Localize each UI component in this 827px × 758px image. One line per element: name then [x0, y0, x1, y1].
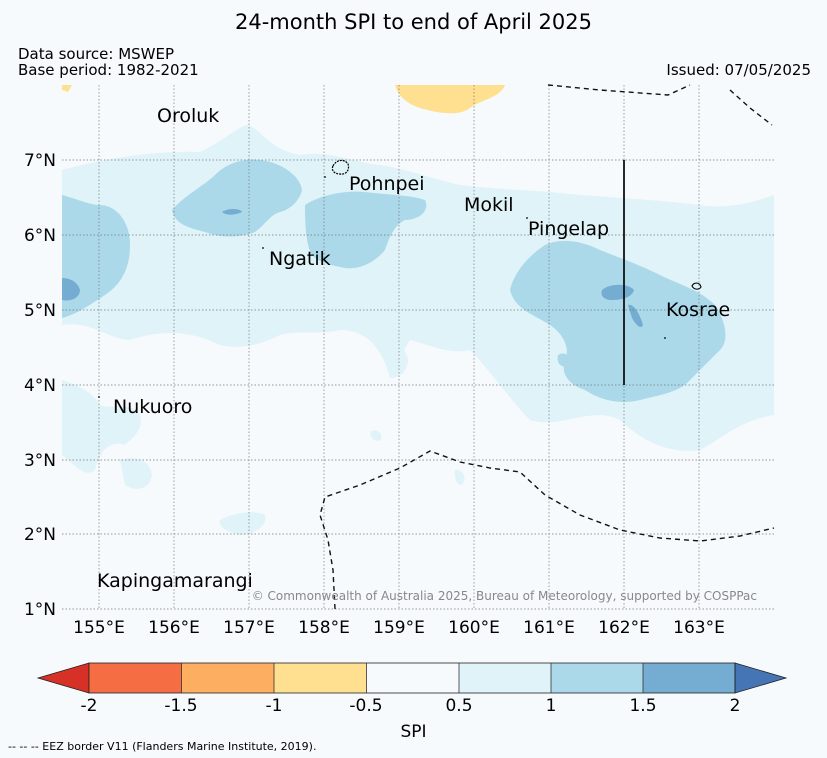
place-mokil: Mokil	[464, 194, 514, 216]
spi-fill-layer	[62, 85, 774, 609]
eez-border	[319, 84, 775, 610]
place-kosrae: Kosrae	[666, 299, 730, 321]
lon-tick: 160°E	[448, 618, 500, 638]
lon-tick: 157°E	[223, 618, 275, 638]
lat-tick: 7°N	[24, 151, 56, 171]
colorbar-tick: 2	[729, 696, 741, 716]
place-pingelap: Pingelap	[528, 218, 609, 240]
colorbar-segment	[274, 663, 367, 693]
issued-date: Issued: 07/05/2025	[666, 61, 811, 79]
place-oroluk: Oroluk	[157, 105, 219, 127]
dry-anomaly-region	[395, 85, 505, 114]
lon-tick: 156°E	[148, 618, 200, 638]
place-nukuoro: Nukuoro	[113, 396, 192, 418]
colorbar-segment	[643, 663, 735, 693]
base-period-text: Base period: 1982-2021	[18, 61, 199, 79]
lat-tick: 4°N	[24, 376, 56, 396]
colorbar-tick: 0.5	[445, 696, 473, 716]
lat-tick: 2°N	[24, 525, 56, 545]
lon-tick: 163°E	[673, 618, 725, 638]
colorbar-extend-low	[36, 662, 90, 694]
colorbar-tick: -1.5	[164, 696, 198, 716]
colorbar-segment	[181, 663, 274, 693]
place-kapingamarangi: Kapingamarangi	[97, 570, 253, 592]
colorbar-segment	[89, 663, 182, 693]
colorbar-segment	[366, 663, 459, 693]
data-source-info: Data source: MSWEP Base period: 1982-202…	[18, 46, 199, 78]
pohnpei-island	[331, 159, 350, 175]
place-pohnpei: Pohnpei	[349, 173, 425, 195]
lat-tick: 3°N	[24, 451, 56, 471]
colorbar-extend-high	[734, 662, 788, 694]
colorbar-segment	[551, 663, 643, 693]
colorbar-tick: -0.5	[349, 696, 383, 716]
copyright-notice: © Commonwealth of Australia 2025, Bureau…	[252, 589, 757, 603]
eez-footnote: -- -- -- EEZ border V11 (Flanders Marine…	[8, 740, 317, 753]
lat-tick: 1°N	[24, 600, 56, 620]
lat-tick: 5°N	[24, 301, 56, 321]
colorbar-segment	[459, 663, 551, 693]
lon-tick: 161°E	[523, 618, 575, 638]
lon-tick: 155°E	[73, 618, 125, 638]
lon-tick: 159°E	[373, 618, 425, 638]
latitude-axis: 7°N 6°N 5°N 4°N 3°N 2°N 1°N	[24, 151, 56, 620]
map-title: 24-month SPI to end of April 2025	[234, 10, 593, 34]
colorbar-tick: -1	[265, 696, 283, 716]
colorbar-tick: 1.5	[629, 696, 657, 716]
colorbar-tick: -2	[80, 696, 98, 716]
colorbar-tick: 1	[545, 696, 557, 716]
lat-tick: 6°N	[24, 226, 56, 246]
longitude-axis: 155°E 156°E 157°E 158°E 159°E 160°E 161°…	[73, 618, 725, 638]
data-source-text: Data source: MSWEP	[18, 45, 175, 63]
colorbar	[36, 662, 788, 694]
wet-anomaly-1.5-2	[62, 278, 80, 301]
lon-tick: 162°E	[598, 618, 650, 638]
place-ngatik: Ngatik	[269, 248, 331, 270]
kosrae-island	[691, 282, 702, 290]
lon-tick: 158°E	[298, 618, 350, 638]
colorbar-label: SPI	[400, 722, 427, 742]
